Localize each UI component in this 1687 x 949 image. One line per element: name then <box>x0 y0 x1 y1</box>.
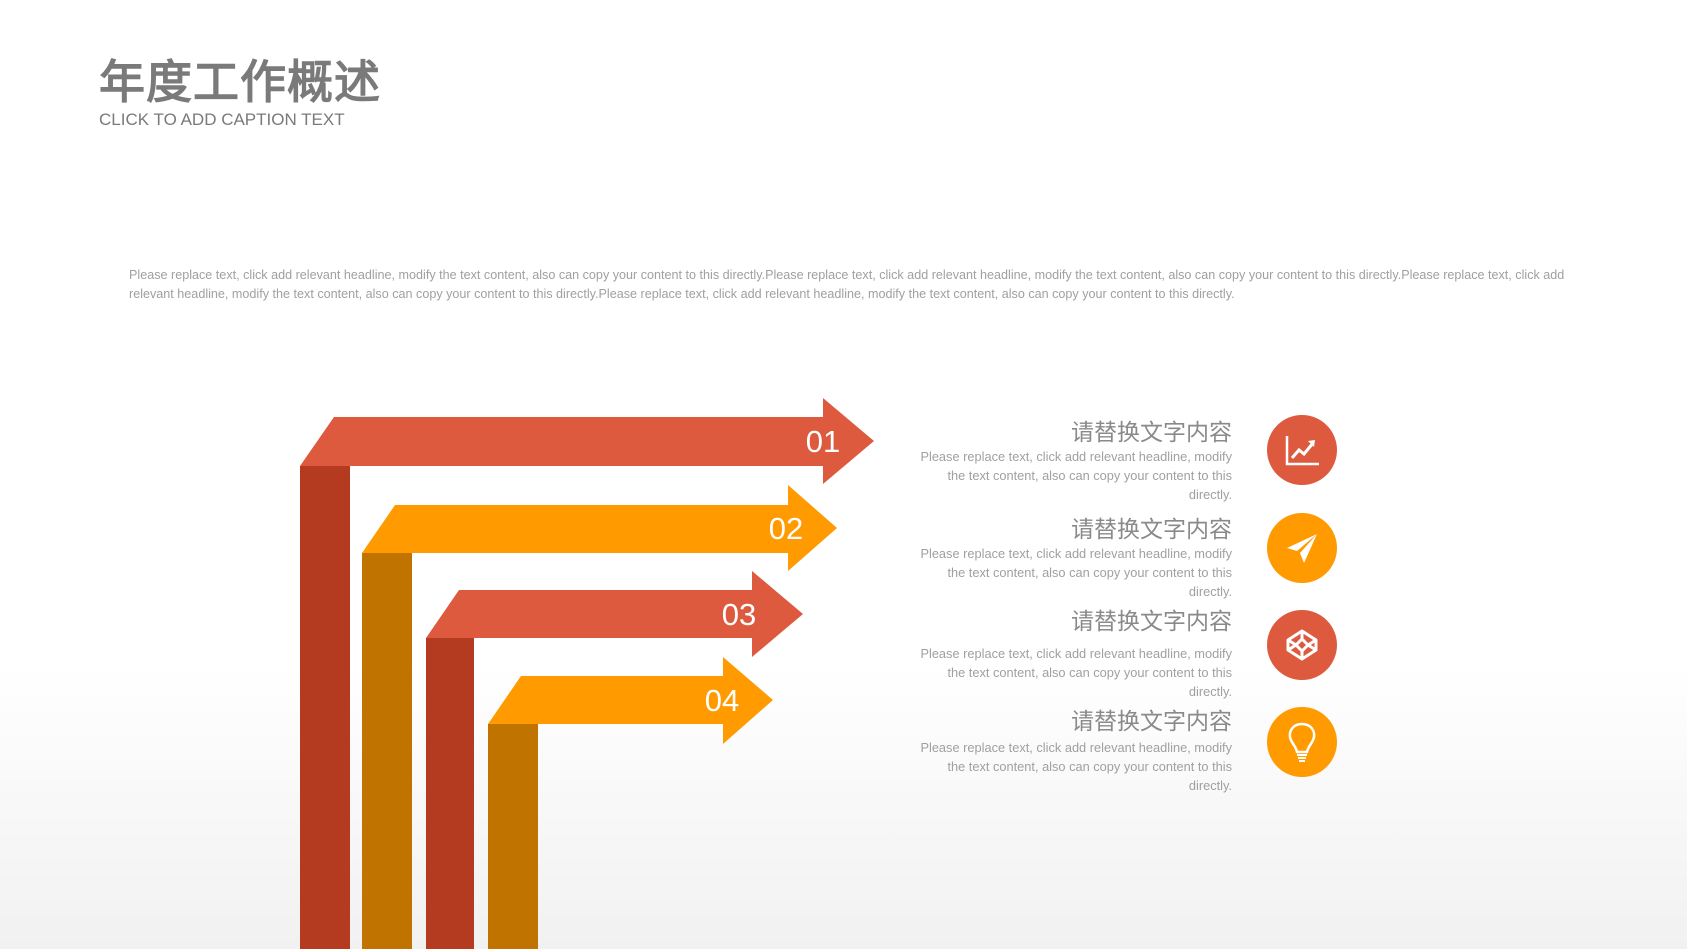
arrow-02-shape <box>362 485 837 571</box>
page-caption: CLICK TO ADD CAPTION TEXT <box>99 110 345 129</box>
paper-plane-icon <box>1267 513 1337 583</box>
trend-chart-icon <box>1267 415 1337 485</box>
arrow-04-label: 04 <box>705 683 739 718</box>
list-item: 请替换文字内容 Please replace text, click add r… <box>912 708 1232 795</box>
lightbulb-icon <box>1267 707 1337 777</box>
item-body: Please replace text, click add relevant … <box>920 740 1232 793</box>
item-body: Please replace text, click add relevant … <box>920 646 1232 699</box>
codepen-cube-icon <box>1267 610 1337 680</box>
item-heading: 请替换文字内容 <box>1071 709 1232 735</box>
arrow-03-column <box>426 638 474 949</box>
arrow-01: 01 <box>300 398 874 949</box>
arrow-02-column <box>362 553 412 949</box>
item-body: Please replace text, click add relevant … <box>920 449 1232 502</box>
arrow-04-column <box>488 724 538 949</box>
item-body: Please replace text, click add relevant … <box>920 546 1232 599</box>
list-item: 请替换文字内容 Please replace text, click add r… <box>912 516 1232 601</box>
arrow-04: 04 <box>488 657 773 949</box>
arrow-01-column <box>300 466 350 949</box>
arrow-02: 02 <box>362 485 837 949</box>
item-heading: 请替换文字内容 <box>1071 517 1232 543</box>
arrow-01-label: 01 <box>806 424 840 459</box>
arrow-03: 03 <box>426 571 803 949</box>
arrow-03-label: 03 <box>722 597 756 632</box>
arrow-03-shape <box>426 571 803 657</box>
list-item: 请替换文字内容 Please replace text, click add r… <box>912 608 1232 701</box>
arrow-04-shape <box>488 657 773 744</box>
arrow-01-shape <box>300 398 874 484</box>
intro-paragraph: Please replace text, click add relevant … <box>129 268 1565 301</box>
item-heading: 请替换文字内容 <box>1071 420 1232 446</box>
page-title: 年度工作概述 <box>99 55 381 109</box>
item-heading: 请替换文字内容 <box>1071 609 1232 635</box>
list-item: 请替换文字内容 Please replace text, click add r… <box>912 419 1232 504</box>
arrow-02-label: 02 <box>769 511 803 546</box>
